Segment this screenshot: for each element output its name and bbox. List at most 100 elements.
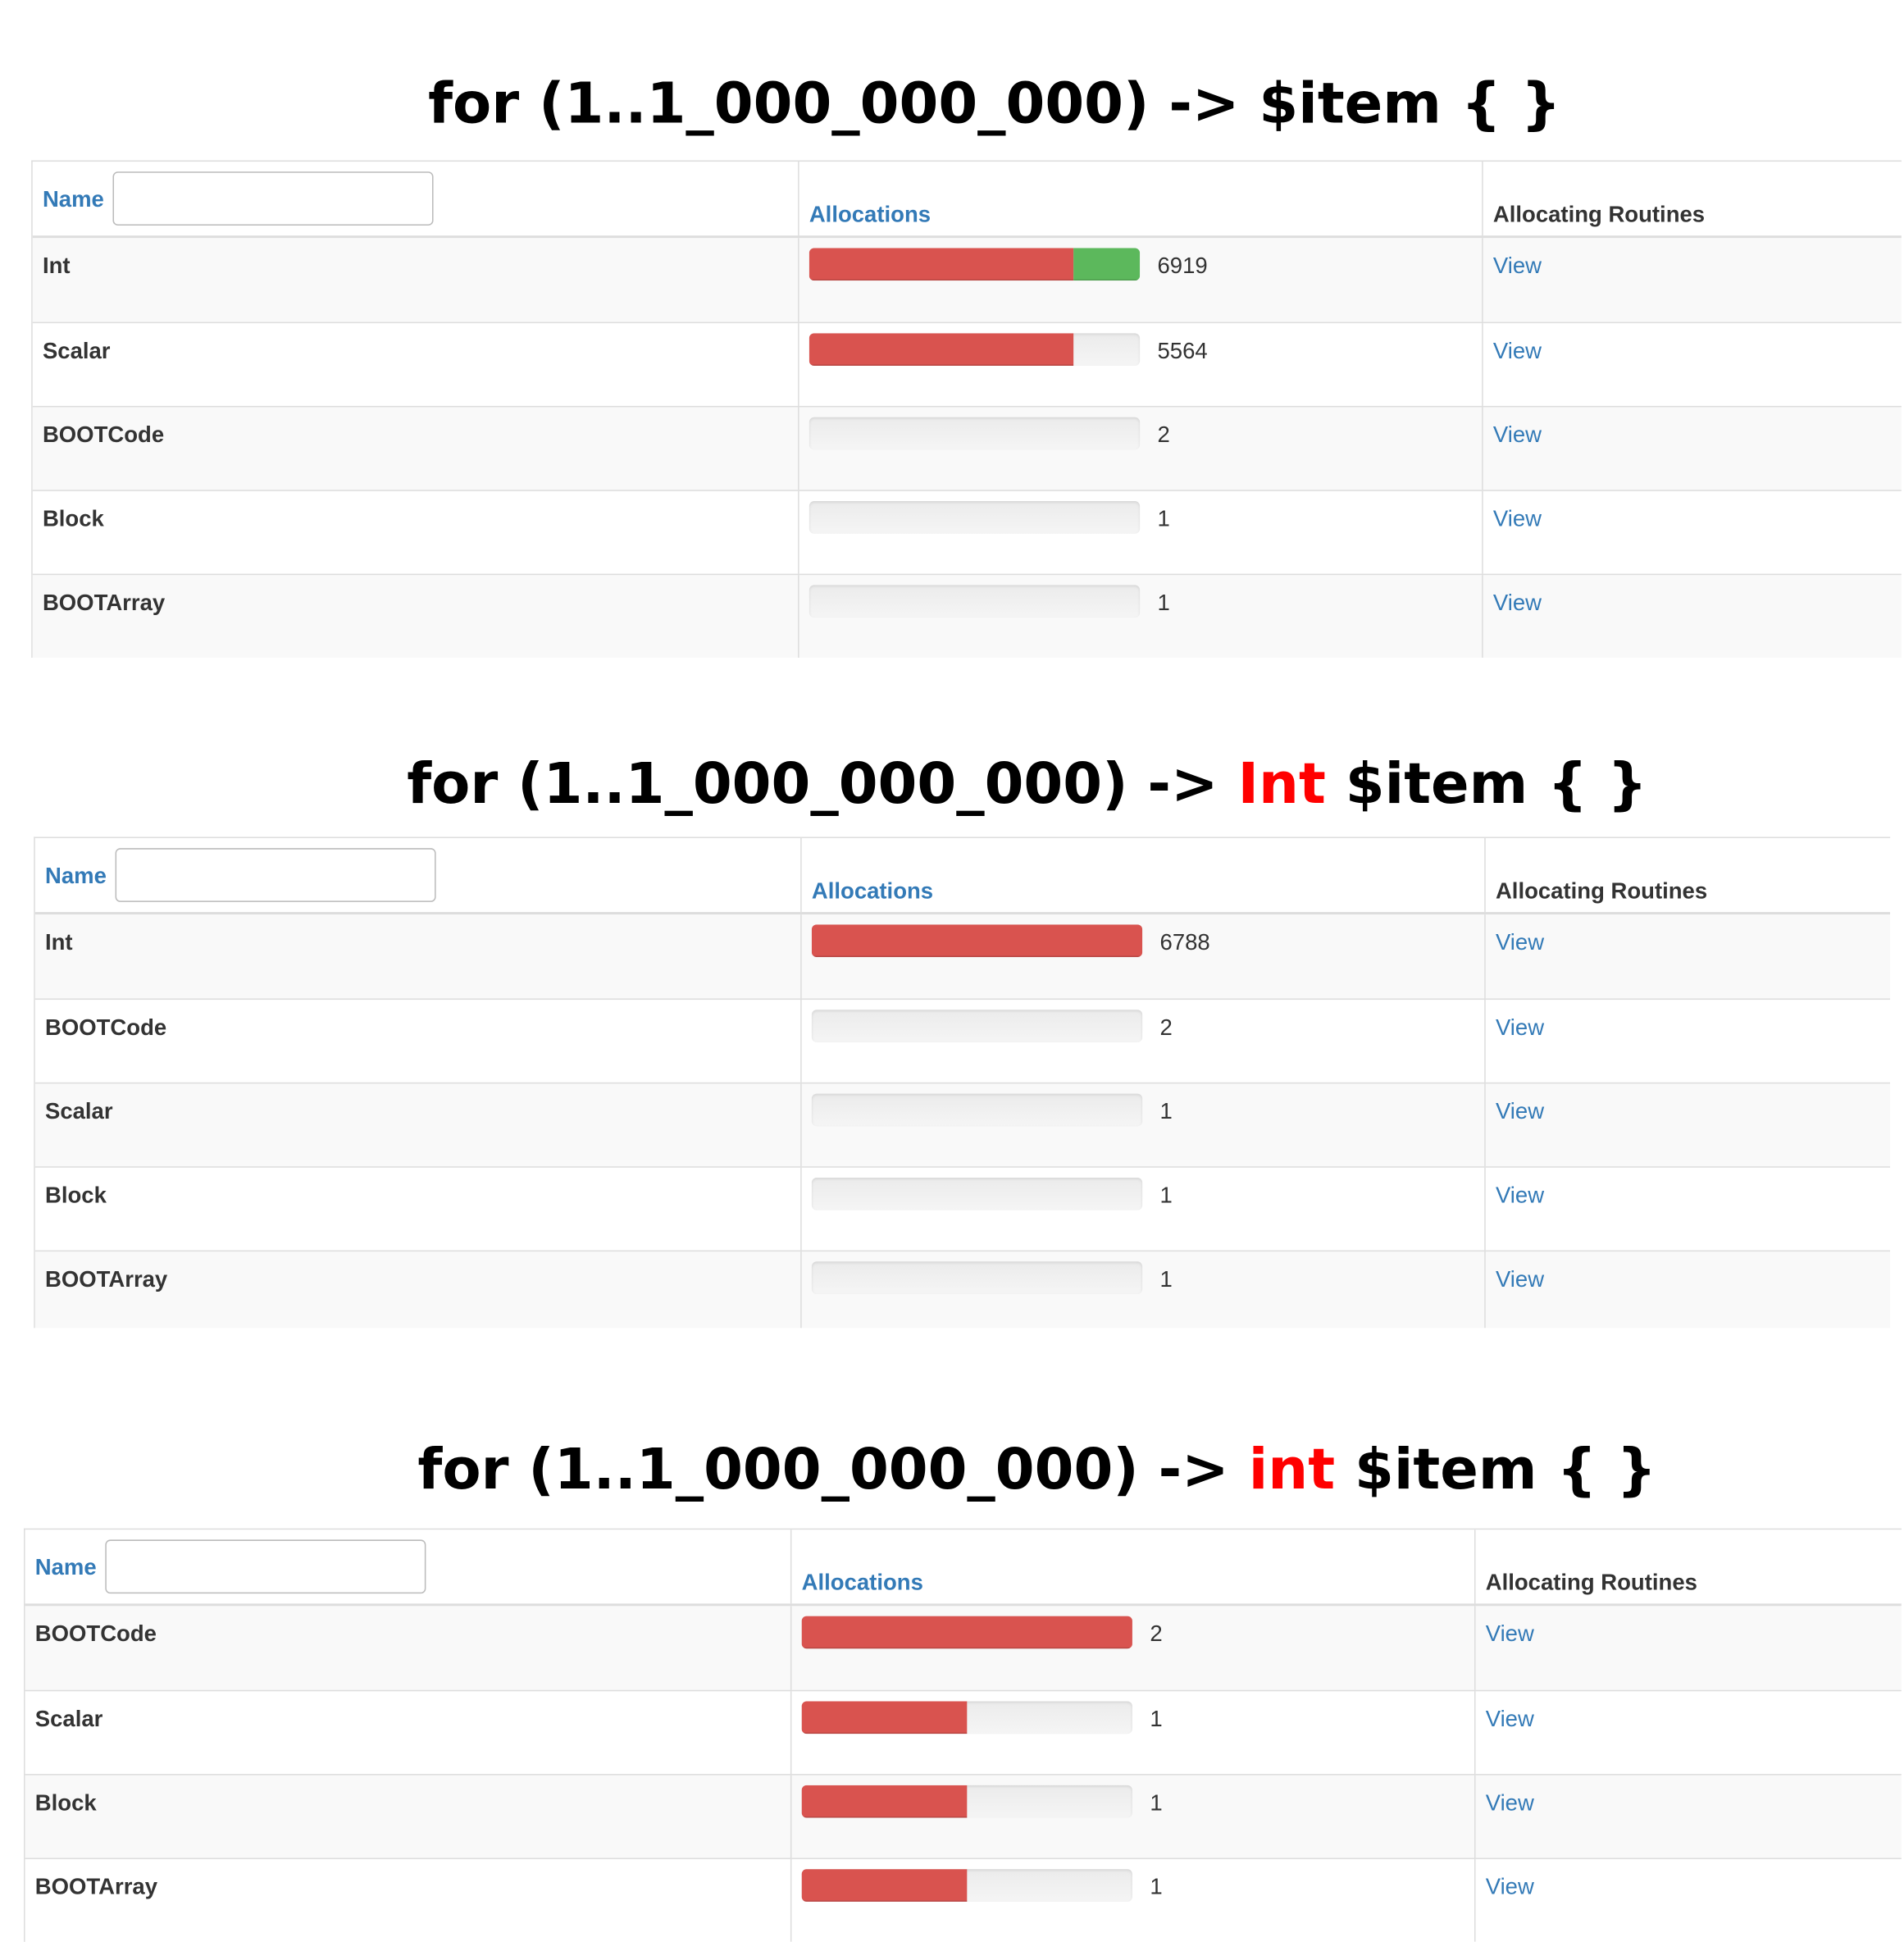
table-header: Name Allocations Allocating Routines (25, 1529, 1902, 1607)
progress-bar (801, 1869, 1132, 1902)
allocation-count: 1 (1159, 1266, 1173, 1292)
allocations-cell: 2 (790, 1606, 1474, 1690)
progress-bar (811, 1010, 1143, 1042)
allocation-count: 2 (1150, 1621, 1163, 1647)
allocations-cell: 5564 (798, 323, 1482, 406)
sort-allocations[interactable]: Allocations (801, 1570, 923, 1595)
view-link[interactable]: View (1485, 1706, 1534, 1732)
type-name: Scalar (44, 1098, 113, 1124)
view-link[interactable]: View (1485, 1621, 1534, 1647)
title-part: for (1..1_000_000_000) -> $item { } (428, 70, 1561, 137)
header-cell: Allocating Routines (1484, 837, 1890, 913)
sort-name[interactable]: Name (42, 186, 104, 212)
title-part: for (1..1_000_000_000) -> (417, 1435, 1249, 1502)
progress-bar (809, 501, 1141, 534)
view-link[interactable]: View (1492, 590, 1542, 616)
view-link[interactable]: View (1492, 422, 1542, 448)
allocation-count: 1 (1159, 1183, 1173, 1208)
progress-bar (811, 1177, 1143, 1210)
routines-cell: View (1484, 1000, 1890, 1083)
table-header: Name Allocations Allocating Routines (34, 837, 1891, 915)
name-cell: BOOTArray (25, 1859, 790, 1942)
table-row: BOOTCode 2 View (25, 1606, 1902, 1690)
name-filter-input[interactable] (105, 1539, 426, 1594)
allocation-count: 1 (1157, 506, 1170, 531)
name-cell: BOOTCode (33, 407, 798, 490)
table-row: BOOTArray 1 View (34, 1250, 1891, 1329)
view-link[interactable]: View (1485, 1874, 1534, 1899)
header-label: Allocating Routines (1492, 201, 1706, 227)
type-name: BOOTArray (34, 1874, 158, 1899)
view-link[interactable]: View (1495, 1183, 1545, 1208)
header-cell: Name (33, 162, 798, 235)
routines-cell: View (1482, 407, 1902, 490)
type-name: Block (34, 1789, 97, 1816)
allocation-count: 1 (1150, 1706, 1163, 1732)
view-link[interactable]: View (1495, 1266, 1545, 1292)
view-link[interactable]: View (1492, 253, 1542, 279)
title-part: for (1..1_000_000_000) -> (407, 750, 1238, 817)
view-link[interactable]: View (1492, 338, 1542, 364)
table-row: Int 6919 View (32, 238, 1902, 322)
view-link[interactable]: View (1495, 1014, 1545, 1040)
name-cell: Block (33, 491, 798, 574)
allocation-count: 1 (1157, 590, 1170, 616)
name-cell: Block (25, 1776, 790, 1858)
allocations-cell: 6788 (800, 914, 1484, 999)
table-row: Scalar 1 View (34, 1082, 1891, 1167)
sort-name[interactable]: Name (34, 1554, 97, 1580)
allocations-table: Name Allocations Allocating Routines Int 678… (34, 837, 1891, 1329)
allocations-cell: 1 (790, 1691, 1474, 1775)
name-cell: Int (35, 914, 800, 998)
allocations-cell: 1 (800, 1167, 1484, 1251)
allocation-count: 1 (1150, 1874, 1163, 1899)
name-filter-input[interactable] (112, 171, 434, 226)
name-cell: Block (35, 1168, 800, 1251)
bar-segment (801, 1616, 1132, 1649)
allocations-cell: 1 (798, 575, 1482, 658)
routines-cell: View (1484, 1167, 1890, 1251)
name-cell: Int (33, 238, 798, 321)
name-cell: Scalar (35, 1083, 800, 1166)
allocations-cell: 2 (798, 407, 1482, 490)
bar-segment (801, 1701, 968, 1735)
progress-bar (809, 333, 1141, 367)
type-name: Scalar (42, 338, 111, 364)
bar-segment (801, 1785, 968, 1818)
view-link[interactable]: View (1492, 506, 1542, 531)
table-row: Block 1 View (25, 1774, 1902, 1858)
routines-cell: View (1482, 575, 1902, 658)
type-name: BOOTCode (34, 1621, 157, 1647)
allocations-cell: 1 (798, 490, 1482, 574)
title-part: int (1248, 1435, 1336, 1502)
view-link[interactable]: View (1485, 1789, 1534, 1816)
sort-name[interactable]: Name (44, 863, 107, 889)
header-cell: Allocating Routines (1482, 162, 1902, 236)
title-part: $item { } (1335, 1435, 1657, 1502)
table-row: BOOTCode 2 View (34, 998, 1891, 1083)
bar-segment (1073, 248, 1141, 281)
routines-cell: View (1484, 1083, 1890, 1167)
header-cell: Name (35, 838, 800, 912)
section-title: for (1..1_000_000_000) -> $item { } (43, 69, 1904, 139)
sort-allocations[interactable]: Allocations (809, 201, 932, 227)
type-name: BOOTCode (42, 422, 165, 448)
allocation-count: 5564 (1157, 338, 1208, 364)
view-link[interactable]: View (1495, 1098, 1545, 1124)
sort-allocations[interactable]: Allocations (811, 878, 934, 904)
routines-cell: View (1474, 1691, 1902, 1775)
type-name: BOOTCode (44, 1014, 167, 1040)
header-cell: Name (25, 1529, 790, 1603)
table-row: Block 1 View (32, 490, 1902, 574)
allocations-table: Name Allocations Allocating Routines Int 691… (31, 160, 1902, 658)
header-label: Allocating Routines (1495, 878, 1708, 904)
title-part: $item { } (1325, 750, 1648, 817)
view-link[interactable]: View (1495, 929, 1545, 955)
progress-bar (801, 1616, 1132, 1649)
allocation-count: 1 (1150, 1789, 1163, 1816)
type-name: Scalar (34, 1706, 103, 1732)
progress-bar (801, 1785, 1132, 1818)
routines-cell: View (1474, 1858, 1902, 1942)
name-filter-input[interactable] (115, 848, 436, 902)
